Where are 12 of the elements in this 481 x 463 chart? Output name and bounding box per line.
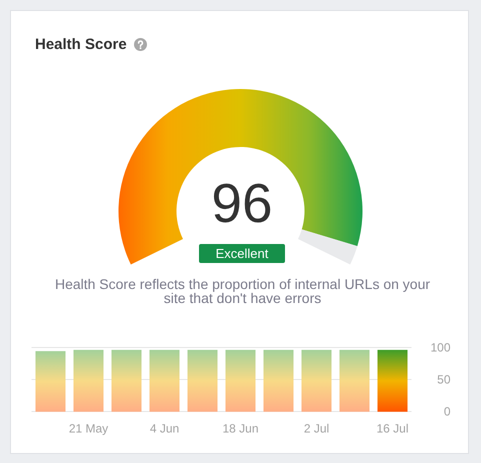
y-tick-label: 100 (430, 340, 451, 354)
x-tick-label: 4 Jun (150, 422, 180, 436)
text: Excellent (198, 244, 286, 263)
x-tick-label: 2 Jul (304, 422, 330, 436)
text: Health Score reflects the proportion of internal URLs on your site that don't have errors (54, 276, 432, 306)
x-tick-label: 16 Jul (376, 422, 409, 436)
chart-title: Health Score (35, 36, 127, 53)
y-tick-label: 0 (444, 404, 451, 419)
x-tick-label: 21 May (68, 422, 108, 436)
text: 96 (211, 171, 273, 236)
x-tick-label: 18 Jun (222, 422, 259, 436)
y-tick-label: 50 (437, 372, 451, 386)
